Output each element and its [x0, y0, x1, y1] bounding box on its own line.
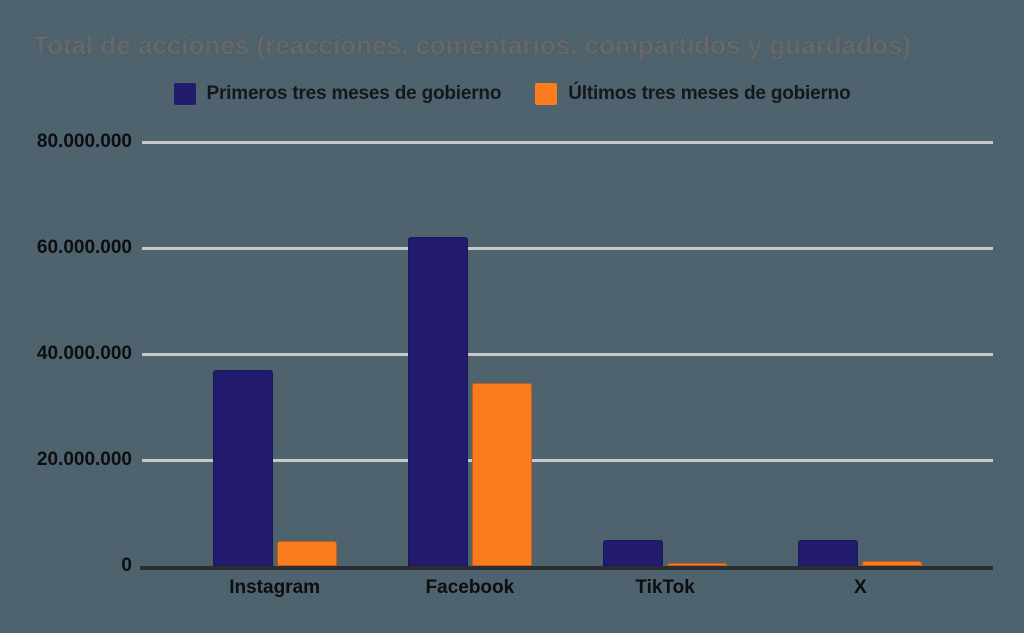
- gridline-80-000-000: [142, 140, 993, 144]
- bar--ltimos-tres-meses-de-gobierno-instagram: [276, 540, 337, 566]
- legend-item-second-series: Últimos tres meses de gobierno: [535, 83, 851, 105]
- legend-label-first-series: Primeros tres meses de gobierno: [206, 83, 502, 104]
- bar-primeros-tres-meses-de-gobierno-x: [798, 539, 859, 566]
- x-axis-label-tiktok: TikTok: [635, 577, 695, 598]
- bars-layer: [177, 142, 958, 566]
- bar-primeros-tres-meses-de-gobierno-tiktok: [603, 539, 664, 566]
- bar-group-x: [763, 142, 958, 566]
- x-axis-label-instagram: Instagram: [229, 577, 321, 598]
- y-axis-tick-80-000-000: 80.000.000: [36, 131, 132, 152]
- legend-swatch-navy-icon: [173, 83, 196, 105]
- chart-legend: Primeros tres meses de gobierno Últimos …: [0, 83, 1024, 105]
- y-axis-tick-0: 0: [121, 555, 132, 576]
- bar-group-facebook: [372, 142, 567, 566]
- legend-swatch-orange-icon: [535, 83, 558, 105]
- legend-item-first-series: Primeros tres meses de gobierno: [173, 83, 502, 105]
- y-axis-tick-40-000-000: 40.000.000: [36, 343, 132, 364]
- legend-label-second-series: Últimos tres meses de gobierno: [568, 83, 851, 104]
- bar--ltimos-tres-meses-de-gobierno-tiktok: [667, 563, 728, 566]
- x-axis-labels: Instagram Facebook TikTok X: [177, 577, 958, 599]
- y-axis-labels: 0 20.000.000 40.000.000 60.000.000 80.000.00…: [0, 131, 132, 576]
- y-axis-tick-60-000-000: 60.000.000: [36, 237, 132, 258]
- x-axis-label-x: X: [854, 577, 867, 598]
- bar-primeros-tres-meses-de-gobierno-instagram: [212, 369, 273, 566]
- x-axis-label-facebook: Facebook: [425, 577, 515, 598]
- gridline-60-000-000: [142, 246, 993, 250]
- bar-group-instagram: [177, 142, 372, 566]
- bar-primeros-tres-meses-de-gobierno-facebook: [407, 237, 468, 566]
- chart-title: Total de acciones (reacciones, comentari…: [33, 30, 911, 60]
- y-axis-tick-20-000-000: 20.000.000: [36, 449, 132, 470]
- gridline-20-000-000: [142, 458, 993, 462]
- plot-area: [140, 140, 993, 570]
- gridline-40-000-000: [142, 352, 993, 356]
- bar--ltimos-tres-meses-de-gobierno-facebook: [471, 382, 532, 566]
- bar-group-tiktok: [568, 142, 763, 566]
- x-axis-line: [140, 566, 993, 570]
- bar--ltimos-tres-meses-de-gobierno-x: [862, 560, 923, 566]
